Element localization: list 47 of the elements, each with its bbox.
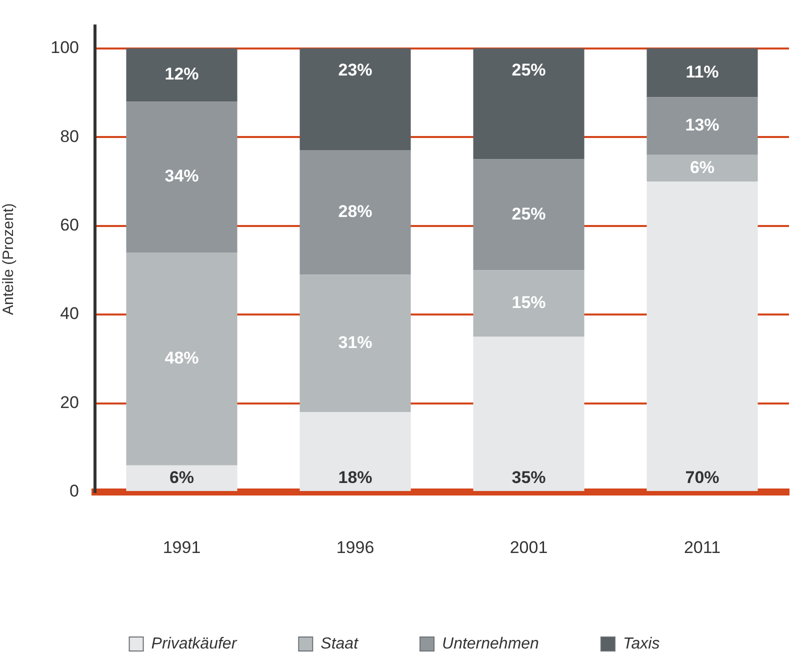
legend-label: Unternehmen	[442, 635, 540, 652]
y-tick-label: 20	[60, 392, 79, 412]
y-tick-label: 40	[60, 304, 79, 324]
data-label: 34%	[164, 166, 199, 186]
bar	[300, 274, 411, 412]
bar	[300, 412, 411, 491]
legend-label: Staat	[320, 635, 359, 652]
y-tick-label: 60	[60, 216, 79, 235]
bar	[646, 154, 758, 182]
bar	[473, 48, 584, 160]
bar	[126, 102, 238, 252]
bar	[300, 150, 411, 275]
data-label: 35%	[512, 468, 546, 488]
y-tick-label: 80	[60, 126, 79, 146]
bar	[126, 252, 238, 466]
x-tick-label: 1991	[162, 538, 201, 557]
bar	[126, 48, 238, 102]
data-label: 13%	[685, 116, 720, 135]
legend-label: Taxis	[622, 635, 660, 652]
data-label: 12%	[164, 64, 199, 84]
data-label: 6%	[690, 158, 715, 177]
data-label: 25%	[512, 204, 546, 224]
y-axis-title: Anteile (Prozent)	[0, 203, 18, 315]
x-tick-label: 1996	[336, 538, 374, 557]
bar	[646, 97, 758, 155]
data-label: 18%	[338, 468, 372, 488]
x-tick-label: 2011	[684, 538, 721, 557]
bar	[126, 465, 238, 491]
bar	[473, 336, 584, 491]
bar	[473, 159, 584, 270]
y-tick-label: 100	[50, 38, 79, 58]
x-tick-label: 2001	[510, 538, 548, 557]
legend-label: Privatkäufer	[151, 635, 238, 652]
y-tick-label: 0	[70, 482, 79, 501]
data-label: 48%	[164, 348, 199, 368]
bar	[300, 48, 411, 150]
data-label: 15%	[512, 293, 546, 312]
data-label: 6%	[169, 468, 194, 488]
data-label: 11%	[686, 62, 719, 82]
bar	[473, 270, 584, 337]
data-label: 31%	[338, 333, 372, 352]
data-label: 25%	[512, 60, 546, 80]
bar	[646, 181, 758, 491]
bar	[646, 48, 758, 98]
data-label: 28%	[338, 202, 372, 222]
data-label: 70%	[685, 468, 720, 488]
data-label: 23%	[338, 60, 372, 80]
